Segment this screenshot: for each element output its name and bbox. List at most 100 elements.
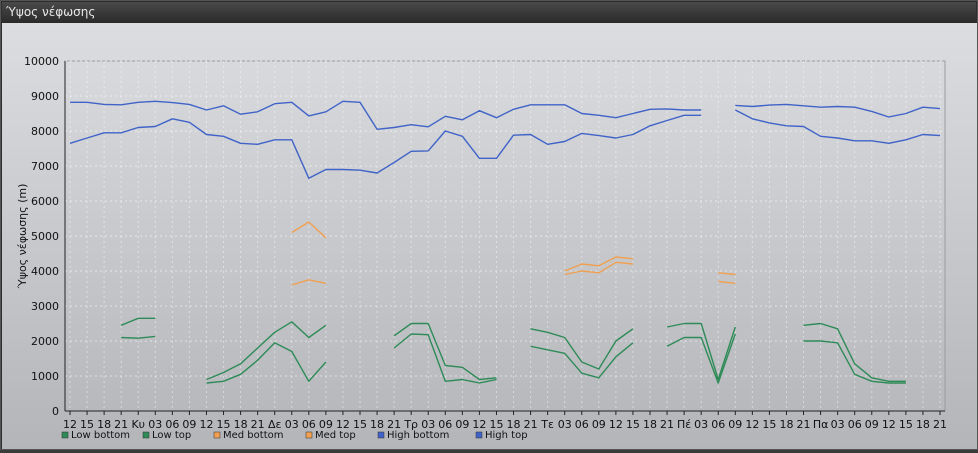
legend-label: Med top <box>315 430 356 441</box>
series-line-segment <box>803 322 906 382</box>
series-line-segment <box>735 103 941 118</box>
x-tick-label: 12 <box>63 418 77 431</box>
x-tick-label: Κυ <box>131 418 145 431</box>
series-line-segment <box>530 328 634 370</box>
legend-swatch <box>61 431 69 439</box>
x-tick-label: 09 <box>455 418 469 431</box>
panel-title: Ύψος νέφωσης <box>2 2 976 23</box>
x-tick-label: 12 <box>882 418 896 431</box>
x-tick-label: 06 <box>438 418 452 431</box>
legend: Low bottom Low top Med bottom Med top High b… <box>61 430 528 441</box>
x-tick-label: 21 <box>251 418 265 431</box>
x-tick-label: Πα <box>813 418 829 431</box>
series-low-top <box>120 317 906 382</box>
series-med-top <box>291 221 736 276</box>
x-tick-label: 15 <box>353 418 367 431</box>
legend-swatch <box>213 431 221 439</box>
series-line-segment <box>120 317 156 326</box>
x-tick-label: 03 <box>831 418 845 431</box>
x-tick-label: 03 <box>421 418 435 431</box>
x-tick-label: 09 <box>728 418 742 431</box>
y-tick-label: 0 <box>52 405 59 418</box>
y-tick-label: 1000 <box>31 370 59 383</box>
series-lines <box>69 100 941 384</box>
series-line-segment <box>564 256 633 272</box>
x-tick-label: 18 <box>643 418 657 431</box>
x-tick-label: Τε <box>540 418 554 431</box>
x-tick-label: 03 <box>285 418 299 431</box>
y-tick-label: 10000 <box>24 55 59 68</box>
series-line-segment <box>291 279 327 286</box>
x-tick-label: Τρ <box>403 418 418 431</box>
x-tick-label: 06 <box>711 418 725 431</box>
x-tick-label: 18 <box>779 418 793 431</box>
legend-label: High top <box>485 430 528 441</box>
series-line-segment <box>666 333 736 384</box>
series-line-segment <box>69 114 702 180</box>
y-tick-label: 6000 <box>31 195 59 208</box>
series-line-segment <box>718 280 736 284</box>
legend-swatch <box>305 431 313 439</box>
x-tick-label: 21 <box>114 418 128 431</box>
legend-label: Med bottom <box>223 430 283 441</box>
legend-swatch <box>142 431 150 439</box>
series-line-segment <box>393 333 497 384</box>
x-tick-label: 09 <box>319 418 333 431</box>
x-tick-label: 12 <box>199 418 213 431</box>
x-tick-label: 03 <box>148 418 162 431</box>
series-line-segment <box>564 261 633 276</box>
x-tick-label: 18 <box>97 418 111 431</box>
series-line-segment <box>803 340 906 384</box>
x-tick-label: 06 <box>848 418 862 431</box>
series-low-bottom <box>121 333 906 384</box>
y-tick-label: 8000 <box>31 125 59 138</box>
x-tick-label: 15 <box>762 418 776 431</box>
series-line-segment <box>206 321 327 381</box>
x-tick-label: 15 <box>80 418 94 431</box>
x-tick-label: 12 <box>609 418 623 431</box>
series-line-segment <box>734 109 941 145</box>
chart-area: 0 1000 2000 3000 4000 5000 6000 7000 8000 9000 100… <box>2 23 977 449</box>
x-tick-label: 21 <box>387 418 401 431</box>
x-tick-label: 18 <box>507 418 521 431</box>
x-tick-label: 12 <box>336 418 350 431</box>
legend-swatch <box>377 431 385 439</box>
series-line-segment <box>121 335 156 339</box>
x-tick-label: 03 <box>558 418 572 431</box>
x-tick-label: 18 <box>370 418 384 431</box>
x-tick-label: 06 <box>302 418 316 431</box>
series-high-bottom <box>69 109 941 180</box>
x-tick-label: 09 <box>592 418 606 431</box>
legend-swatch <box>475 431 483 439</box>
series-line-segment <box>291 221 327 239</box>
y-tick-label: 4000 <box>31 265 59 278</box>
y-tick-label: 3000 <box>31 300 59 313</box>
x-tick-label: 15 <box>489 418 503 431</box>
x-tick-label: 21 <box>797 418 811 431</box>
x-tick-label: 21 <box>933 418 947 431</box>
y-axis-label: Ύψος νέφωσης (m) <box>16 184 29 290</box>
x-tick-label: 21 <box>660 418 674 431</box>
x-tick-label: 06 <box>575 418 589 431</box>
y-tick-label: 7000 <box>31 160 59 173</box>
series-line-segment <box>70 100 702 131</box>
x-tick-label: 06 <box>165 418 179 431</box>
legend-label: High bottom <box>387 430 449 441</box>
x-tick-label: 09 <box>865 418 879 431</box>
legend-label: Low bottom <box>71 430 130 441</box>
x-tick-label: 15 <box>899 418 913 431</box>
x-tick-label: 03 <box>694 418 708 431</box>
series-line-segment <box>206 342 327 384</box>
series-line-segment <box>393 322 497 381</box>
series-line-segment <box>666 322 736 381</box>
x-tick-label: Δε <box>268 418 282 431</box>
cloud-height-chart: 0 1000 2000 3000 4000 5000 6000 7000 8000 9000 100… <box>16 55 947 441</box>
x-tick-label: Πέ <box>677 418 691 431</box>
series-line-segment <box>530 342 634 379</box>
series-med-bottom <box>291 261 736 286</box>
x-tick-label: 21 <box>524 418 538 431</box>
x-tick-label: 12 <box>745 418 759 431</box>
axes: 0 1000 2000 3000 4000 5000 6000 7000 8000 9000 100… <box>16 55 947 431</box>
grid <box>64 60 946 412</box>
x-tick-label: 15 <box>626 418 640 431</box>
